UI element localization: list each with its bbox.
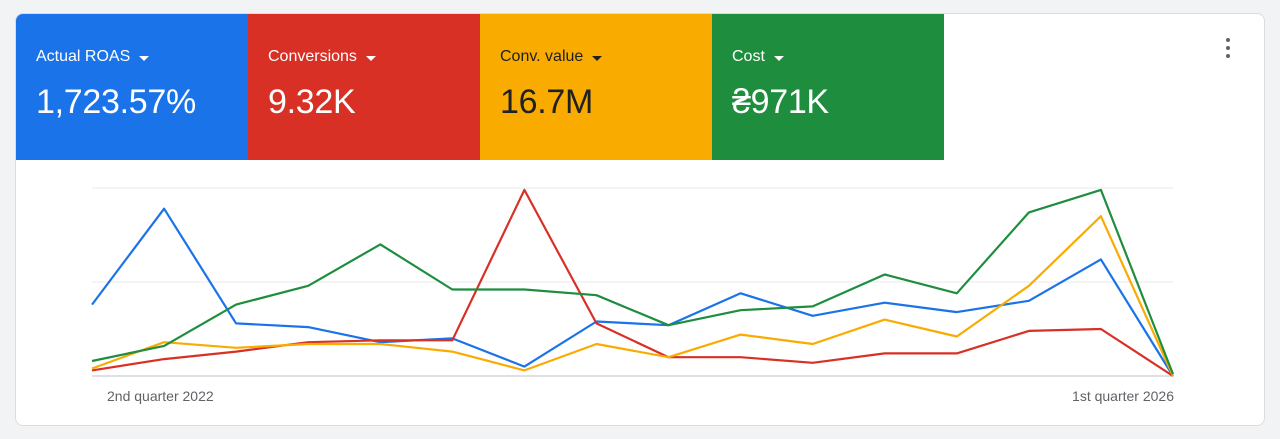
x-tick-label-end: 1st quarter 2026: [1072, 388, 1174, 404]
dropdown-caret-icon: [773, 55, 784, 61]
metric-label: Cost: [732, 48, 765, 65]
series-line-cost: [91, 188, 1175, 375]
metric-tiles: Actual ROAS 1,723.57% Conversions 9.32K …: [16, 14, 944, 160]
metric-tile-conv-value[interactable]: Conv. value 16.7M: [480, 14, 712, 160]
metric-tile-conversions[interactable]: Conversions 9.32K: [248, 14, 480, 160]
metric-value: 16.7M: [500, 83, 593, 121]
series-line-actual-roas: [91, 207, 1174, 377]
dropdown-caret-icon: [592, 55, 603, 61]
dropdown-caret-icon: [365, 55, 376, 61]
chart-series: [91, 188, 1175, 377]
line-chart: 2nd quarter 2022 1st quarter 2026: [91, 187, 1175, 404]
series-line-conv-value: [91, 215, 1175, 377]
metric-label: Actual ROAS: [36, 48, 131, 65]
metric-label: Conversions: [268, 48, 357, 65]
dropdown-caret-icon: [139, 55, 150, 61]
series-line-conversions: [91, 188, 1174, 377]
metric-tile-header: Conversions: [268, 47, 460, 67]
metric-value: 9.32K: [268, 83, 356, 121]
more-vert-icon[interactable]: [1218, 34, 1238, 62]
chart-grid: [92, 187, 1173, 377]
metric-tile-header: Actual ROAS: [36, 47, 228, 67]
x-tick-label-start: 2nd quarter 2022: [107, 388, 214, 404]
metric-tile-cost[interactable]: Cost ₴971K: [712, 14, 944, 160]
metric-value: ₴971K: [732, 83, 829, 121]
metric-tile-header: Conv. value: [500, 47, 692, 67]
metric-tile-header: Cost: [732, 47, 924, 67]
metric-label: Conv. value: [500, 48, 584, 65]
metric-value: 1,723.57%: [36, 83, 196, 121]
performance-card: Actual ROAS 1,723.57% Conversions 9.32K …: [15, 13, 1265, 426]
metric-tile-actual-roas[interactable]: Actual ROAS 1,723.57%: [16, 14, 248, 160]
